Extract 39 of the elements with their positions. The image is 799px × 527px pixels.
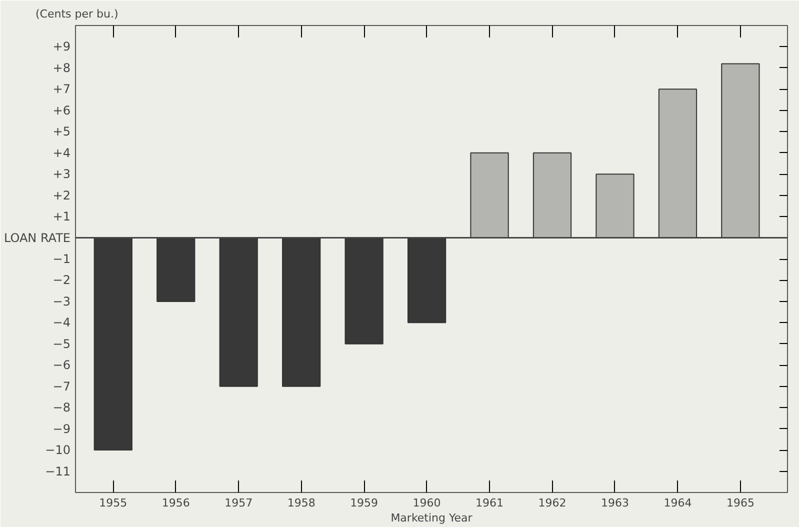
y-tick-label: −9	[52, 422, 71, 436]
bar	[721, 63, 760, 238]
y-tick-label: −11	[45, 464, 71, 478]
x-tick-label: 1965	[726, 496, 754, 510]
y-tick-label: +9	[52, 40, 71, 54]
x-tick-label: 1957	[224, 496, 253, 510]
bar	[596, 174, 634, 238]
x-tick-label: 1963	[600, 496, 629, 510]
x-tick-label: 1962	[538, 496, 566, 510]
y-tick-label: +1	[52, 210, 71, 224]
y-tick-label: −8	[52, 400, 71, 415]
bar	[470, 152, 509, 238]
y-tick-label: LOAN RATE	[4, 230, 71, 245]
y-tick-label: −1	[52, 252, 71, 266]
x-tick-label: 1961	[476, 496, 504, 510]
y-tick-label: +6	[52, 103, 71, 118]
y-tick-label: −7	[52, 379, 71, 394]
x-tick-label: 1956	[162, 496, 190, 510]
y-axis-title: (Cents per bu.)	[36, 8, 118, 20]
y-tick-label: +8	[52, 60, 71, 75]
bar	[658, 88, 698, 238]
y-tick-label: +4	[52, 146, 71, 160]
x-tick-label: 1958	[287, 496, 316, 510]
x-tick-label: 1960	[412, 496, 441, 510]
x-tick-label: 1955	[99, 496, 128, 510]
y-tick-label: −5	[52, 336, 71, 351]
y-tick-label: −10	[45, 443, 71, 458]
y-tick-label: −3	[52, 294, 71, 308]
x-axis-title: Marketing Year	[390, 512, 473, 524]
bar	[532, 152, 572, 238]
y-tick-label: −4	[52, 316, 71, 330]
y-tick-label: −2	[52, 273, 71, 288]
y-tick-label: −6	[52, 358, 71, 372]
x-tick-label: 1959	[350, 496, 378, 510]
y-tick-label: +3	[52, 167, 71, 182]
x-tick-label: 1964	[664, 496, 692, 510]
y-tick-label: +2	[52, 188, 71, 202]
y-tick-label: +7	[52, 82, 71, 96]
y-tick-label: +5	[52, 124, 71, 139]
